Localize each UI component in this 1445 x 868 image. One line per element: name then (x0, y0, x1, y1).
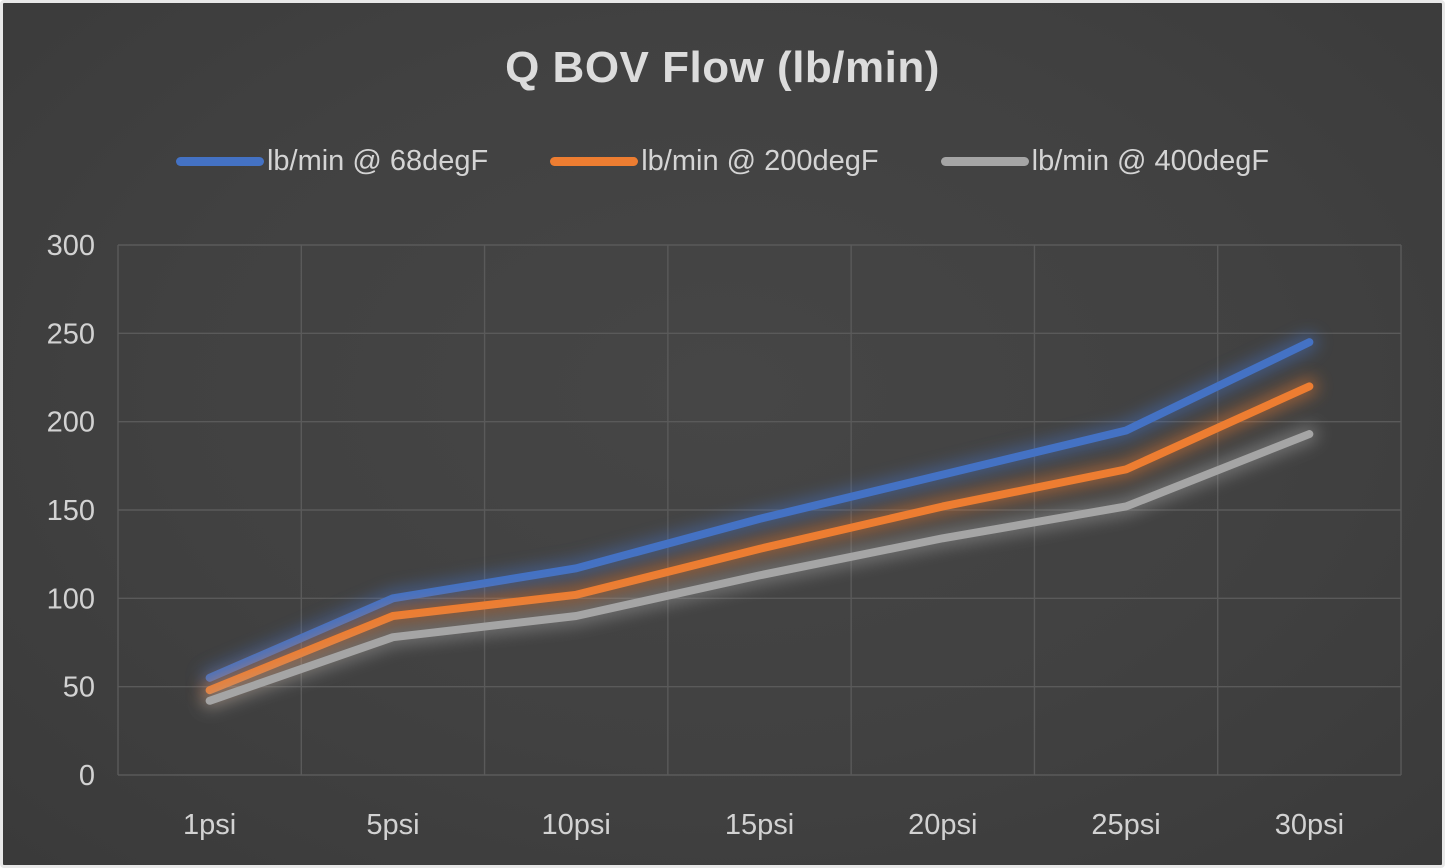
series-line-2 (205, 430, 1314, 705)
y-tick-label: 50 (63, 672, 95, 704)
plot-area: 0 50 100 150 200 250 300 1psi 5psi 10psi 15psi 20ps… (47, 230, 1402, 841)
legend-label: lb/min @ 200degF (641, 145, 879, 177)
x-tick-label: 10psi (542, 809, 611, 841)
x-tick-label: 25psi (1091, 809, 1160, 841)
x-tick-label: 20psi (908, 809, 977, 841)
series-line-1 (205, 382, 1314, 695)
legend: lb/min @ 68degF lb/min @ 200degF lb/min @ … (3, 145, 1442, 178)
grid-layer (117, 244, 1402, 776)
series-layer (201, 333, 1318, 710)
series-glow-2 (201, 425, 1318, 710)
y-tick-label: 150 (47, 495, 95, 527)
legend-item-1: lb/min @ 200degF (550, 145, 879, 178)
x-tick-label: 30psi (1275, 809, 1344, 841)
y-tick-label: 200 (47, 407, 95, 439)
x-tick-label: 5psi (366, 809, 419, 841)
axis-labels-layer: 0 50 100 150 200 250 300 1psi 5psi 10psi 15psi 20ps… (47, 230, 1344, 841)
y-tick-label: 0 (79, 760, 95, 792)
x-tick-label: 1psi (183, 809, 236, 841)
series-line-0 (205, 338, 1314, 682)
y-tick-label: 100 (47, 583, 95, 615)
chart-title: Q BOV Flow (lb/min) (505, 43, 940, 92)
y-tick-label: 250 (47, 318, 95, 350)
legend-item-2: lb/min @ 400degF (940, 145, 1270, 178)
legend-item-0: lb/min @ 68degF (175, 145, 489, 178)
legend-swatch-icon (550, 157, 639, 166)
x-tick-label: 15psi (725, 809, 794, 841)
y-tick-label: 300 (47, 230, 95, 262)
legend-label: lb/min @ 400degF (1031, 145, 1270, 177)
legend-swatch-icon (175, 157, 264, 166)
legend-label: lb/min @ 68degF (266, 145, 489, 177)
legend-swatch-icon (940, 157, 1029, 166)
